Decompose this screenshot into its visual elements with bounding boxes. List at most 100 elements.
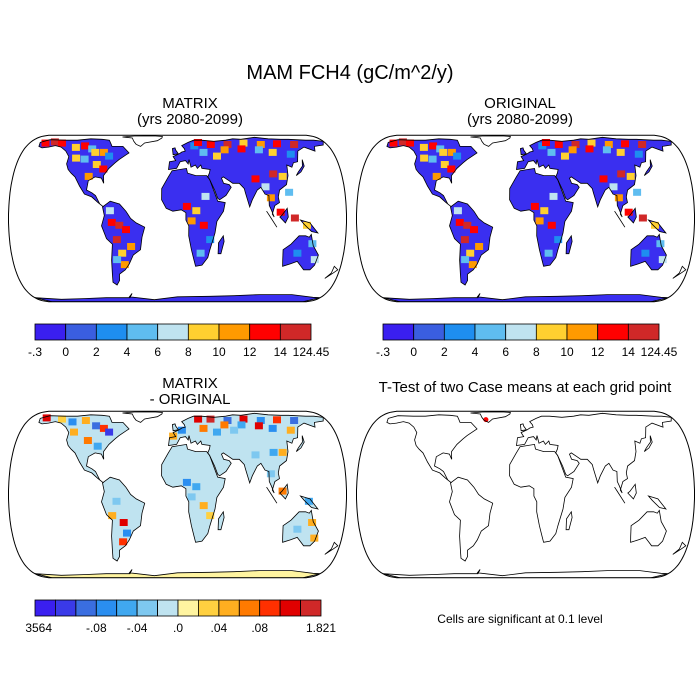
- grid-cell: [239, 139, 248, 147]
- grid-cell: [127, 243, 136, 250]
- grid-cell: [638, 141, 647, 148]
- colorbar-swatch: [597, 323, 629, 341]
- grid-cell: [182, 478, 191, 486]
- panel-title-difference: MATRIX - ORIGINAL: [30, 376, 350, 408]
- grid-cell: [80, 155, 89, 163]
- colorbar-label: 0: [62, 345, 69, 359]
- grid-cell: [461, 256, 470, 264]
- grid-cell: [58, 139, 66, 147]
- grid-cell: [475, 243, 484, 250]
- panel-title-matrix-line2: (yrs 2080-2099): [137, 111, 243, 128]
- coastline-su: [266, 210, 278, 228]
- grid-cell: [616, 148, 625, 156]
- coastline-eu: [168, 412, 324, 494]
- coastline-au: [282, 509, 319, 547]
- colorbar-swatch: [474, 323, 507, 341]
- grid-cell: [308, 240, 317, 248]
- grid-cell: [420, 154, 429, 162]
- panel-title-original-line2: (yrs 2080-2099): [467, 111, 573, 128]
- grid-cell: [199, 424, 208, 432]
- colorbar-swatch: [259, 599, 281, 617]
- coastline-nz: [672, 541, 687, 555]
- grid-cell: [419, 143, 428, 151]
- grid-cell: [105, 207, 114, 215]
- colorbar-swatch: [566, 323, 599, 341]
- coastline-an: [34, 569, 321, 578]
- grid-cell: [182, 202, 191, 210]
- colorbar-label: 10: [560, 345, 574, 359]
- figure-title: MAM FCH4 (gC/m^2/y): [246, 62, 454, 84]
- grid-cell: [585, 145, 594, 153]
- coastline-bo: [279, 207, 289, 224]
- map-border: [8, 134, 347, 303]
- coastline-gb: [519, 423, 528, 432]
- colorbar-swatch: [197, 599, 220, 617]
- grid-cell: [41, 139, 50, 147]
- grid-cell: [609, 183, 618, 191]
- grid-cell: [120, 261, 129, 269]
- grid-cell: [261, 183, 270, 191]
- colorbar-label: 14: [622, 345, 636, 359]
- grid-cell: [93, 442, 102, 450]
- coastline-af: [161, 167, 226, 267]
- land-fill-eu: [516, 137, 672, 217]
- land-fill-an: [34, 293, 321, 302]
- grid-cell: [535, 217, 544, 225]
- map-difference: [8, 410, 347, 579]
- colorbar-difference: -.3564 -.08 -.04 .0 .04 .08 1.821: [25, 599, 336, 635]
- grid-cell: [177, 426, 186, 434]
- coastline-au: [630, 233, 667, 271]
- colorbar-swatch: [116, 599, 138, 617]
- coastline-gb: [519, 147, 528, 156]
- grid-cell: [447, 165, 456, 173]
- colorbar-swatch: [218, 323, 251, 341]
- grid-cell: [604, 141, 613, 148]
- coastline-nz: [324, 541, 339, 555]
- coastline-sa: [101, 200, 146, 286]
- grid-cell: [269, 170, 278, 178]
- coastline-jp: [643, 159, 653, 176]
- grid-cell: [192, 207, 201, 215]
- coastline-eu: [168, 136, 324, 218]
- grid-cell: [112, 497, 121, 505]
- land-fill-an: [382, 293, 669, 302]
- grid-cell: [237, 145, 246, 153]
- colorbar-swatch: [95, 599, 118, 617]
- grid-cell: [206, 141, 215, 148]
- grid-cell: [223, 141, 232, 148]
- grid-cell: [192, 483, 201, 491]
- grid-cell: [599, 175, 608, 183]
- map-border: [356, 134, 695, 303]
- colorbar-swatch: [382, 323, 415, 341]
- coastline-ng: [647, 219, 667, 234]
- grid-cell: [568, 146, 577, 154]
- grid-cell: [266, 194, 275, 202]
- grid-cell: [278, 172, 287, 180]
- grid-cell: [72, 154, 81, 162]
- grid-cell: [107, 218, 116, 226]
- coastline-nz: [324, 265, 339, 279]
- map-matrix: [8, 134, 347, 303]
- map-border: [356, 410, 695, 579]
- colorbar-swatch: [177, 599, 199, 617]
- grid-cell: [554, 141, 563, 148]
- colorbar-swatch: [187, 323, 220, 341]
- grid-cell: [571, 141, 580, 148]
- grid-cell: [641, 249, 650, 257]
- land-fill-gb: [172, 423, 179, 431]
- colorbar-swatch: [279, 323, 312, 341]
- grid-cell: [398, 138, 407, 146]
- coastline-gl: [470, 411, 511, 423]
- colorbar-label: 1.821: [306, 621, 336, 635]
- grid-cell: [213, 428, 221, 436]
- coastline-na: [386, 138, 478, 208]
- coastline-an: [382, 569, 669, 578]
- grid-cell: [447, 148, 456, 156]
- grid-cell: [633, 188, 642, 196]
- coastline-sa: [449, 200, 494, 286]
- grid-cell: [453, 207, 462, 215]
- colorbar-swatch: [157, 599, 179, 617]
- coastline-na: [386, 414, 478, 484]
- grid-cell: [310, 534, 319, 542]
- colorbar-swatch: [238, 599, 261, 617]
